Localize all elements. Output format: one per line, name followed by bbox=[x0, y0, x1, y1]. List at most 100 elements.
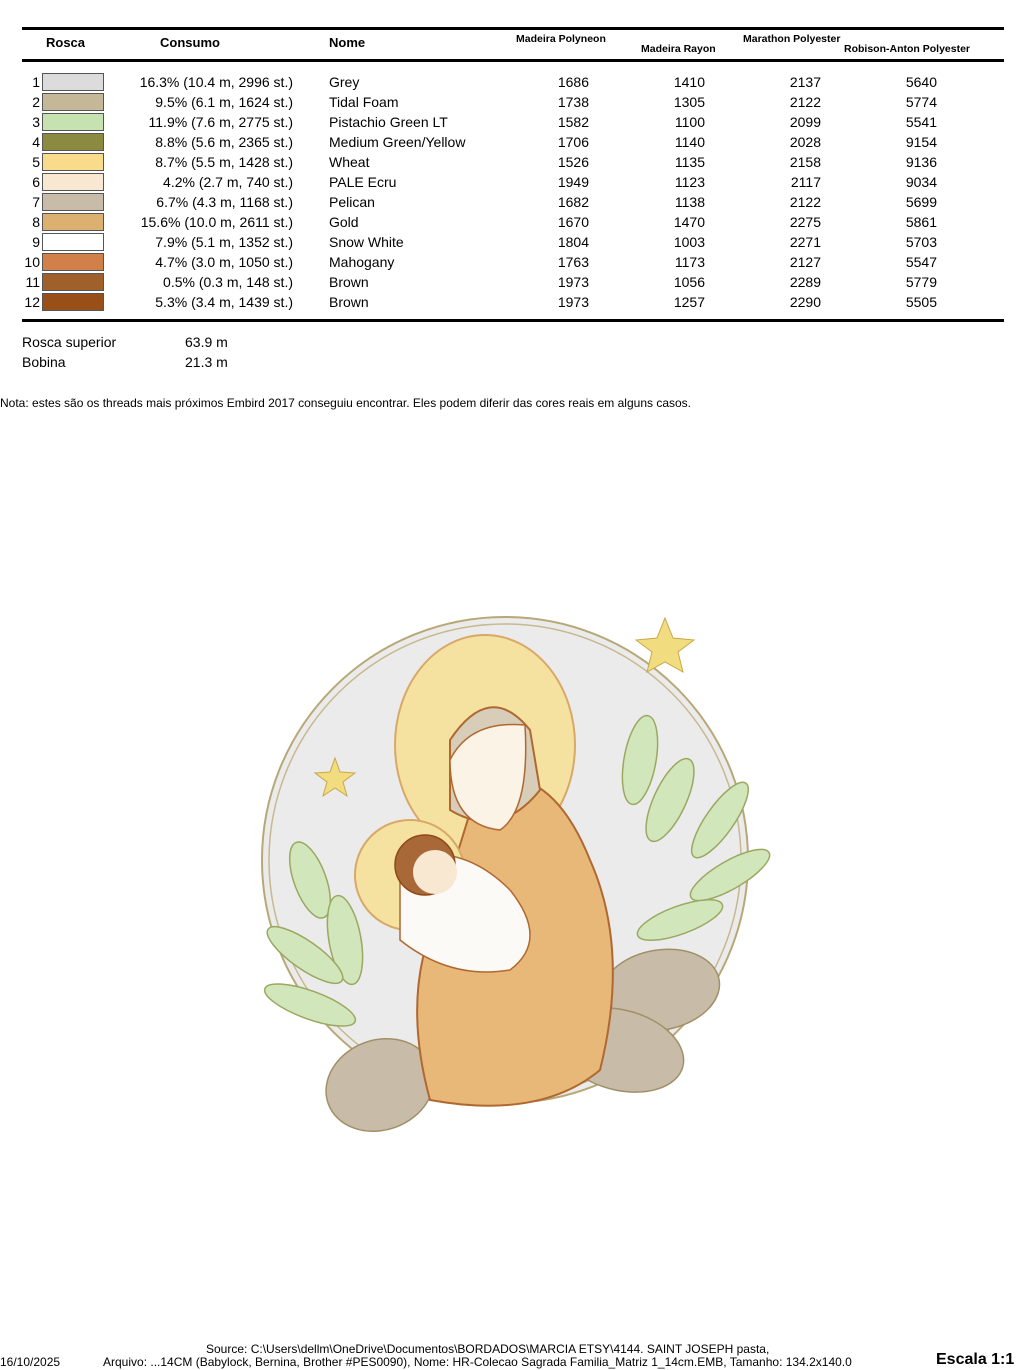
thread-row: 2 9.5% (6.1 m, 1624 st.) Tidal Foam 1738… bbox=[0, 92, 1024, 112]
madeira-rayon-code: 1305 bbox=[673, 94, 705, 110]
thread-consumo: 15.6% (10.0 m, 2611 st.) bbox=[140, 214, 293, 230]
thread-name: Mahogany bbox=[329, 254, 395, 270]
madeira-polyneon-code: 1973 bbox=[557, 294, 589, 310]
thread-row: 12 5.3% (3.4 m, 1439 st.) Brown 1973 125… bbox=[0, 292, 1024, 312]
thread-consumo: 5.3% (3.4 m, 1439 st.) bbox=[155, 294, 293, 310]
color-swatch bbox=[42, 153, 104, 171]
thread-name: Wheat bbox=[329, 154, 370, 170]
thread-row: 8 15.6% (10.0 m, 2611 st.) Gold 1670 147… bbox=[0, 212, 1024, 232]
color-swatch bbox=[42, 233, 104, 251]
marathon-code: 2122 bbox=[789, 94, 821, 110]
madeira-polyneon-code: 1973 bbox=[557, 274, 589, 290]
robison-code: 9136 bbox=[905, 154, 937, 170]
madeira-polyneon-code: 1582 bbox=[557, 114, 589, 130]
madeira-rayon-code: 1470 bbox=[673, 214, 705, 230]
thread-row: 6 4.2% (2.7 m, 740 st.) PALE Ecru 1949 1… bbox=[0, 172, 1024, 192]
thread-number: 2 bbox=[32, 94, 40, 110]
madeira-rayon-code: 1410 bbox=[673, 74, 705, 90]
thread-row: 9 7.9% (5.1 m, 1352 st.) Snow White 1804… bbox=[0, 232, 1024, 252]
rosca-superior-label: Rosca superior bbox=[22, 334, 117, 350]
marathon-code: 2117 bbox=[790, 174, 821, 190]
star-icon bbox=[634, 616, 696, 673]
header-nome: Nome bbox=[329, 35, 366, 50]
marathon-code: 2122 bbox=[789, 194, 821, 210]
thread-number: 5 bbox=[32, 154, 40, 170]
color-swatch bbox=[42, 293, 104, 311]
madeira-polyneon-code: 1949 bbox=[557, 174, 589, 190]
madeira-rayon-code: 1140 bbox=[674, 134, 705, 150]
robison-code: 5505 bbox=[905, 294, 937, 310]
color-swatch bbox=[42, 193, 104, 211]
thread-consumo: 0.5% (0.3 m, 148 st.) bbox=[163, 274, 293, 290]
thread-number: 3 bbox=[32, 114, 40, 130]
thread-number: 9 bbox=[32, 234, 40, 250]
color-swatch bbox=[42, 73, 104, 91]
thread-consumo: 6.7% (4.3 m, 1168 st.) bbox=[156, 194, 293, 210]
thread-name: Pistachio Green LT bbox=[329, 114, 448, 130]
marathon-code: 2127 bbox=[789, 254, 821, 270]
marathon-code: 2099 bbox=[789, 114, 821, 130]
joseph-face bbox=[449, 723, 527, 831]
thread-name: Grey bbox=[329, 74, 360, 90]
marathon-code: 2137 bbox=[789, 74, 821, 90]
marathon-code: 2158 bbox=[789, 154, 821, 170]
marathon-code: 2289 bbox=[789, 274, 821, 290]
thread-number: 6 bbox=[32, 174, 40, 190]
leaves bbox=[263, 714, 771, 1027]
robison-code: 9034 bbox=[905, 174, 937, 190]
header-robison: Robison-Anton Polyester bbox=[844, 43, 971, 55]
thread-name: Medium Green/Yellow bbox=[329, 134, 466, 150]
robison-code: 5699 bbox=[905, 194, 937, 210]
thread-row: 1 16.3% (10.4 m, 2996 st.) Grey 1686 141… bbox=[0, 72, 1024, 92]
robison-code: 5779 bbox=[905, 274, 937, 290]
madeira-rayon-code: 1123 bbox=[674, 174, 705, 190]
header-madeira-rayon: Madeira Rayon bbox=[641, 43, 716, 55]
marathon-code: 2290 bbox=[789, 294, 821, 310]
thread-name: Pelican bbox=[329, 194, 375, 210]
thread-name: PALE Ecru bbox=[329, 174, 397, 190]
thread-row: 5 8.7% (5.5 m, 1428 st.) Wheat 1526 1135… bbox=[0, 152, 1024, 172]
header-marathon: Marathon Polyester bbox=[743, 33, 841, 45]
madeira-polyneon-code: 1804 bbox=[557, 234, 589, 250]
madeira-polyneon-code: 1738 bbox=[557, 94, 589, 110]
thread-number: 11 bbox=[25, 274, 40, 290]
madeira-rayon-code: 1003 bbox=[673, 234, 705, 250]
madeira-rayon-code: 1138 bbox=[674, 194, 705, 210]
thread-name: Gold bbox=[329, 214, 359, 230]
color-swatch bbox=[42, 93, 104, 111]
note-text: Nota: estes são os threads mais próximos… bbox=[0, 396, 692, 410]
madeira-rayon-code: 1100 bbox=[674, 114, 705, 130]
robison-code: 5861 bbox=[905, 214, 937, 230]
thread-number: 4 bbox=[32, 134, 40, 150]
thread-row: 10 4.7% (3.0 m, 1050 st.) Mahogany 1763 … bbox=[0, 252, 1024, 272]
robison-code: 5774 bbox=[905, 94, 937, 110]
madeira-polyneon-code: 1526 bbox=[557, 154, 589, 170]
thread-consumo: 4.2% (2.7 m, 740 st.) bbox=[163, 174, 293, 190]
madeira-polyneon-code: 1686 bbox=[557, 74, 589, 90]
thread-row: 3 11.9% (7.6 m, 2775 st.) Pistachio Gree… bbox=[0, 112, 1024, 132]
madeira-rayon-code: 1173 bbox=[674, 254, 705, 270]
color-swatch bbox=[42, 253, 104, 271]
color-swatch bbox=[42, 173, 104, 191]
madeira-polyneon-code: 1763 bbox=[557, 254, 589, 270]
robison-code: 9154 bbox=[905, 134, 937, 150]
madeira-rayon-code: 1135 bbox=[674, 154, 705, 170]
thread-row: 7 6.7% (4.3 m, 1168 st.) Pelican 1682 11… bbox=[0, 192, 1024, 212]
header-rule bbox=[22, 59, 1004, 62]
thread-consumo: 9.5% (6.1 m, 1624 st.) bbox=[155, 94, 293, 110]
thread-consumo: 11.9% (7.6 m, 2775 st.) bbox=[148, 114, 293, 130]
thread-consumo: 7.9% (5.1 m, 1352 st.) bbox=[155, 234, 293, 250]
madeira-rayon-code: 1257 bbox=[673, 294, 705, 310]
thread-name: Snow White bbox=[329, 234, 404, 250]
madeira-polyneon-code: 1706 bbox=[557, 134, 589, 150]
robison-code: 5703 bbox=[905, 234, 937, 250]
thread-row: 4 8.8% (5.6 m, 2365 st.) Medium Green/Ye… bbox=[0, 132, 1024, 152]
color-swatch bbox=[42, 273, 104, 291]
rosca-superior-value: 63.9 m bbox=[185, 334, 228, 350]
bobina-value: 21.3 m bbox=[185, 354, 228, 370]
thread-name: Brown bbox=[329, 274, 369, 290]
thread-number: 12 bbox=[24, 294, 40, 310]
robison-code: 5547 bbox=[905, 254, 937, 270]
header-madeira-polyneon: Madeira Polyneon bbox=[516, 33, 606, 45]
embroidery-preview bbox=[261, 616, 771, 1133]
